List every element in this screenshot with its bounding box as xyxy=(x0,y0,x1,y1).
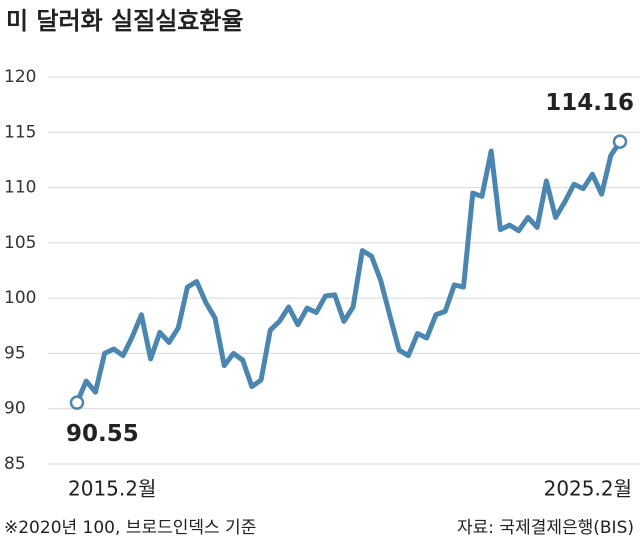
y-tick-label: 85 xyxy=(4,454,26,474)
y-tick-label: 100 xyxy=(4,288,36,308)
footnote: ※2020년 100, 브로드인덱스 기준 xyxy=(4,518,256,538)
y-tick-label: 115 xyxy=(4,122,36,142)
x-tick-label: 2015.2월 xyxy=(68,477,156,501)
end-point xyxy=(69,395,85,410)
value-label: 90.55 xyxy=(66,421,139,447)
y-tick-label: 95 xyxy=(4,343,26,363)
line xyxy=(74,139,623,406)
source: 자료: 국제결제은행(BIS) xyxy=(457,518,634,538)
y-tick-label: 120 xyxy=(4,67,36,87)
y-tick-label: 105 xyxy=(4,233,36,253)
end-point xyxy=(612,134,628,149)
y-tick-label: 110 xyxy=(4,178,36,198)
y-tick-label: 90 xyxy=(4,399,26,419)
value-label: 114.16 xyxy=(545,90,634,116)
chart-title: 미 달러화 실질실효환율 xyxy=(6,7,244,35)
x-tick-label: 2025.2월 xyxy=(544,477,632,501)
